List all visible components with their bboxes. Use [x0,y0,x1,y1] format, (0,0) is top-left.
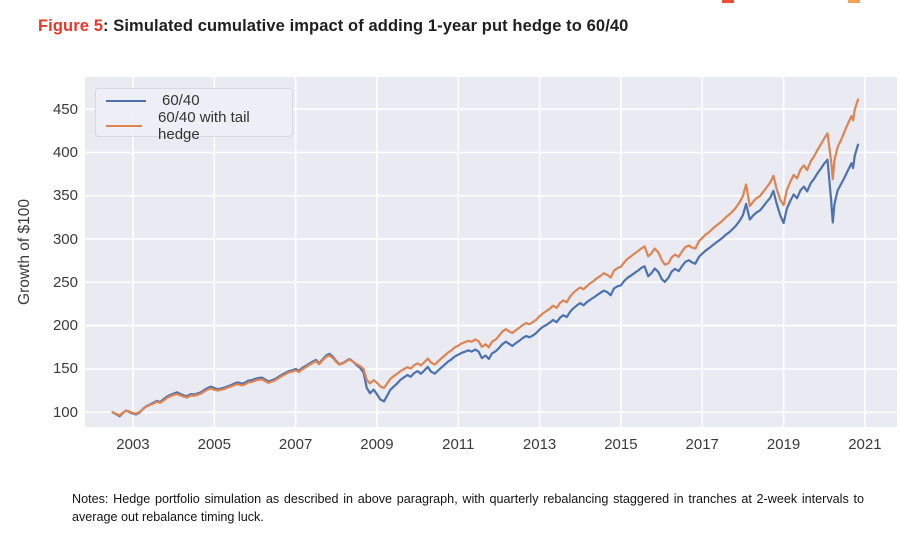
x-tick-label: 2005 [197,436,231,453]
figure-notes: Notes: Hedge portfolio simulation as des… [72,492,864,524]
y-tick-label: 400 [52,143,78,161]
legend-label-tail-hedge: 60/40 with tail hedge [158,109,250,143]
x-tick-label: 2009 [360,436,394,453]
y-tick-label: 200 [52,317,78,335]
x-tick-label: 2021 [848,436,882,453]
cropped-orange-mark [848,0,860,3]
x-tick-label: 2007 [278,436,313,453]
x-tick-label: 2011 [442,436,475,453]
y-tick-label: 450 [52,100,78,118]
figure-title-text: Simulated cumulative impact of adding 1-… [113,17,629,35]
legend: 60/40 60/40 with tail hedge [95,88,293,143]
legend-line-blue-icon [106,99,146,102]
figure-number-label: Figure 5 [38,17,103,35]
x-tick-label: 2019 [766,436,801,453]
legend-label-6040: 60/40 [162,92,200,109]
y-tick-label: 250 [52,273,78,291]
x-tick-label: 2013 [522,436,557,453]
x-tick-label: 2017 [685,436,719,453]
y-tick-label: 150 [52,360,78,378]
y-tick-label: 300 [52,230,78,248]
x-tick-label: 2003 [116,436,150,453]
legend-line-orange-icon [106,125,143,127]
y-tick-label: 350 [52,187,78,205]
line-chart-plot-area [85,77,897,427]
figure-title: Figure 5: Simulated cumulative impact of… [38,17,628,36]
legend-item-tail-hedge: 60/40 with tail hedge [106,109,282,143]
y-axis-label: Growth of $100 [16,199,33,305]
y-tick-label: 100 [52,403,78,421]
cropped-red-mark [722,0,734,3]
figure-title-separator: : [102,17,114,35]
legend-item-6040: 60/40 [106,92,282,109]
x-tick-label: 2015 [604,436,638,453]
